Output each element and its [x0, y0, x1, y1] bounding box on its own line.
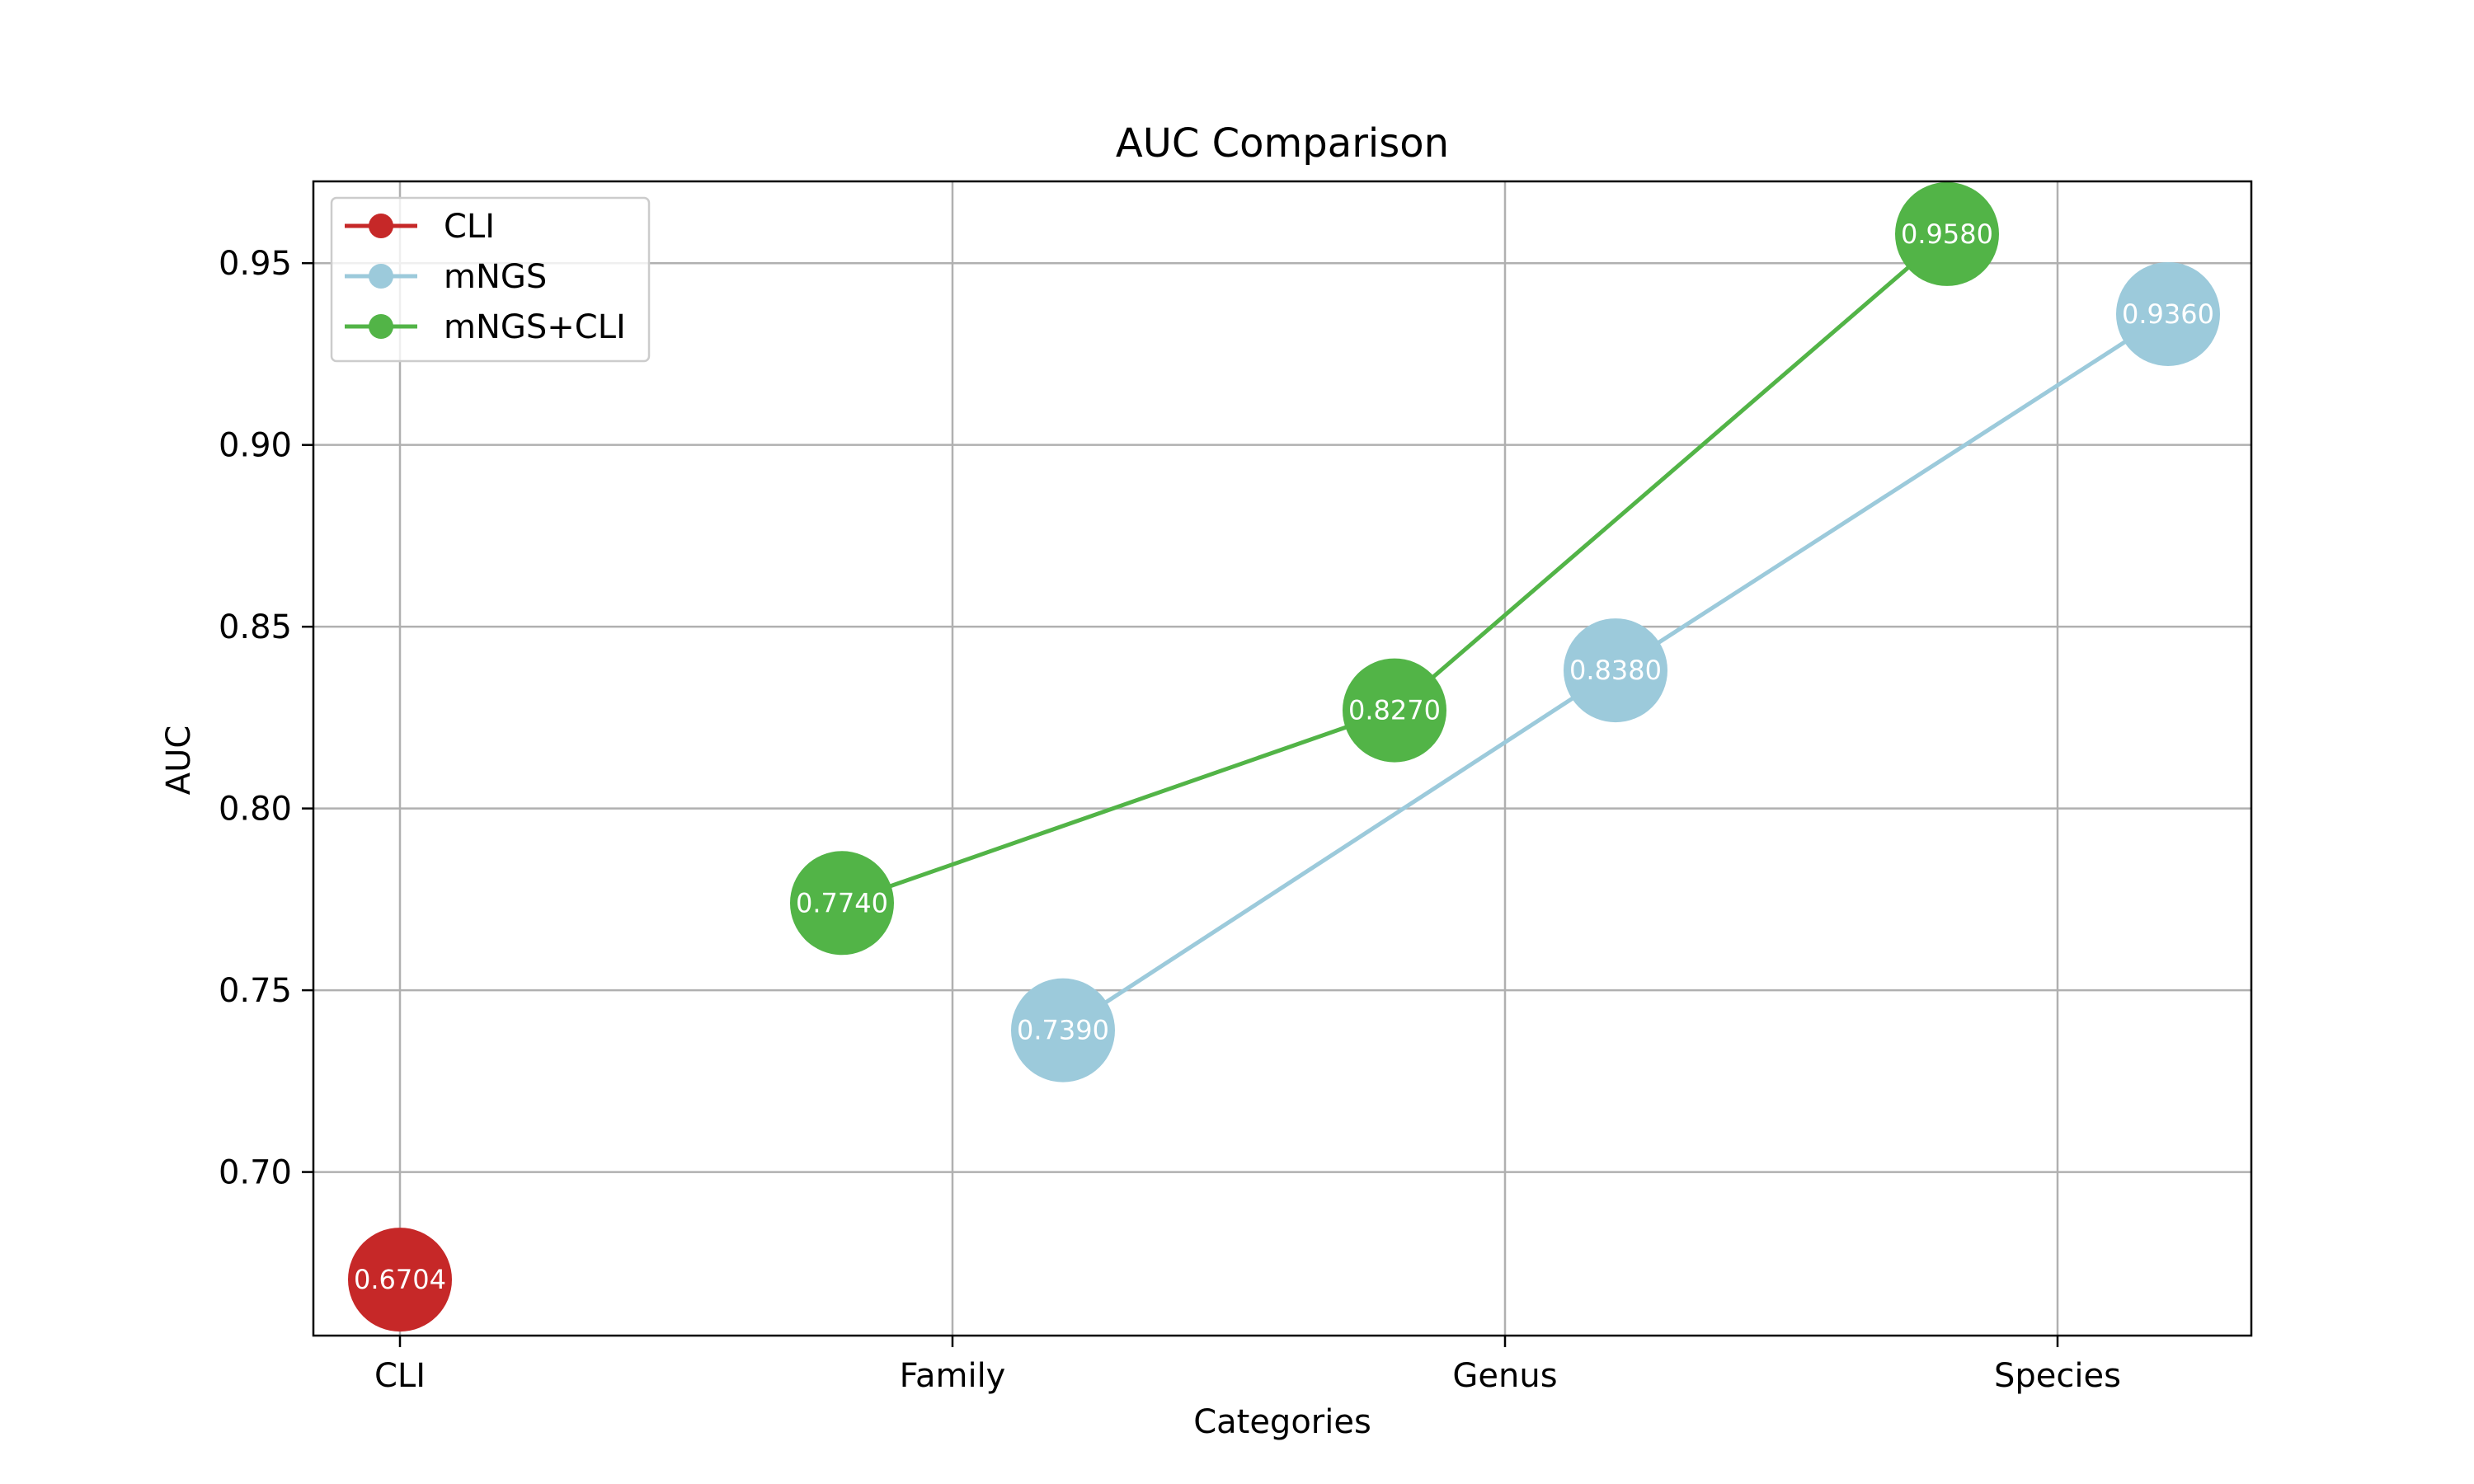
data-point	[790, 851, 894, 956]
x-tick-label: Family	[900, 1357, 1006, 1395]
y-axis-label: AUC	[160, 726, 198, 796]
data-label: 0.9580	[1901, 218, 1993, 250]
legend-marker	[369, 314, 393, 339]
y-tick-label: 0.70	[219, 1154, 292, 1192]
data-label: 0.8270	[1348, 695, 1441, 726]
legend-marker	[369, 214, 393, 238]
legend: CLI mNGS mNGS+CLI	[330, 196, 651, 363]
data-point	[348, 1228, 452, 1332]
data-label: 0.9360	[2122, 298, 2214, 330]
axis-ticks: CLI Family Genus Species 0.70 0.75 0.80 0.85 0.9…	[219, 245, 2121, 1395]
data-label: 0.7740	[796, 887, 888, 918]
x-tick-label: Species	[1994, 1357, 2121, 1395]
x-tick-label: CLI	[374, 1357, 426, 1395]
data-point	[1564, 618, 1667, 723]
data-point	[1011, 978, 1115, 1082]
data-point	[2116, 261, 2220, 366]
data-label: 0.6704	[354, 1264, 446, 1295]
data-label: 0.7390	[1017, 1015, 1109, 1046]
x-tick-label: Genus	[1452, 1357, 1557, 1395]
data-point	[1343, 658, 1446, 763]
y-tick-label: 0.90	[219, 427, 292, 465]
y-tick-label: 0.75	[219, 972, 292, 1010]
legend-marker	[369, 264, 393, 289]
chart-title: AUC Comparison	[1116, 120, 1449, 167]
legend-label: CLI	[444, 208, 495, 246]
y-tick-label: 0.85	[219, 608, 292, 646]
legend-box	[330, 196, 651, 363]
x-axis-label: Categories	[1193, 1403, 1371, 1441]
legend-label: mNGS	[444, 258, 547, 296]
y-tick-label: 0.80	[219, 791, 292, 829]
data-point	[1895, 181, 1999, 286]
y-tick-label: 0.95	[219, 245, 292, 283]
legend-label: mNGS+CLI	[444, 308, 626, 346]
series-group: 0.6704 0.7390 0.8380 0.9360 0.7740 0.8270 0.95…	[348, 181, 2220, 1332]
data-label: 0.8380	[1569, 655, 1662, 686]
plot-frame	[312, 180, 2253, 1337]
